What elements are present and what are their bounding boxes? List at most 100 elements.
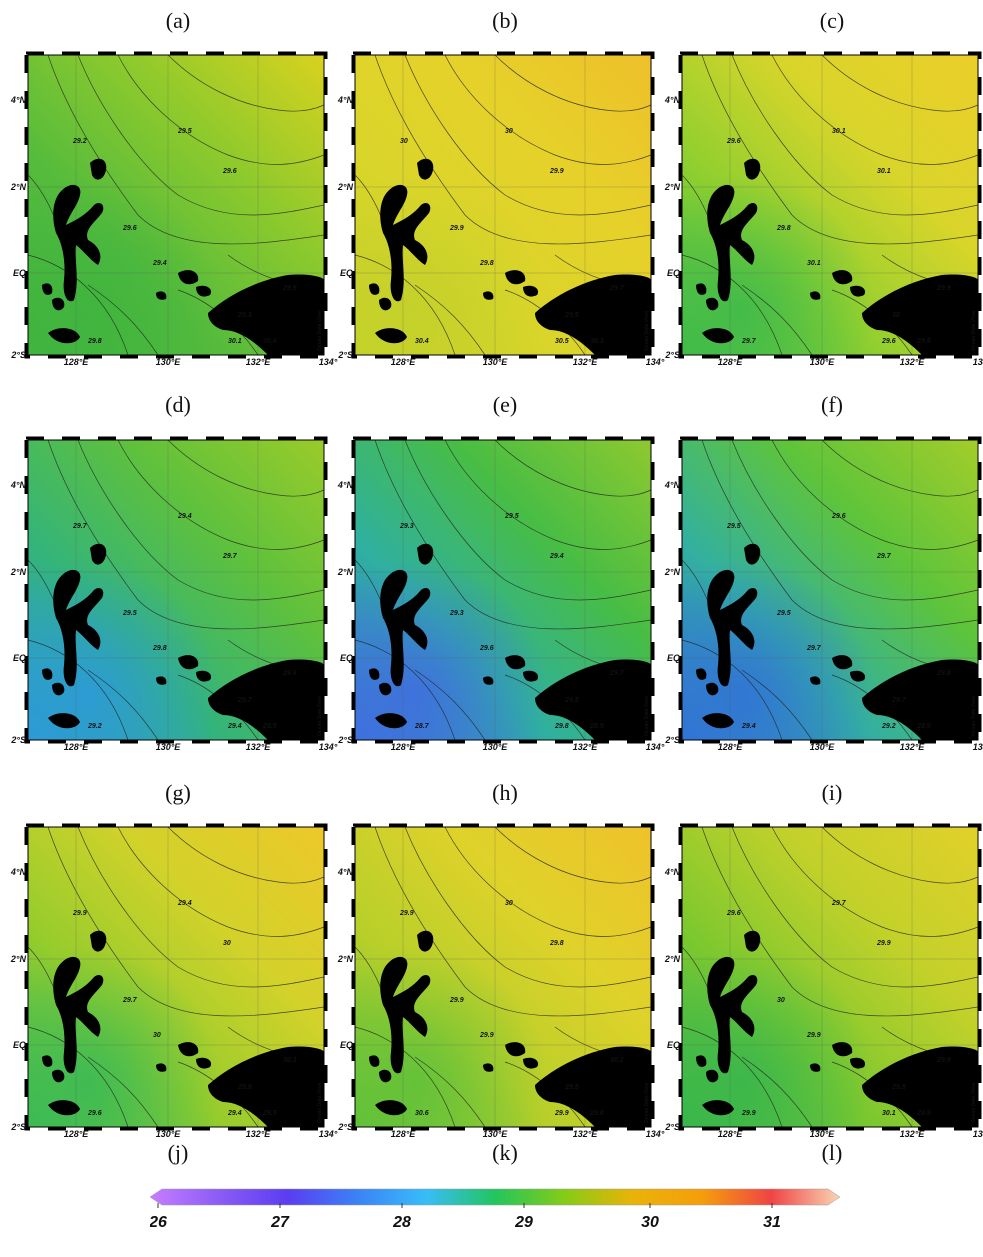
contour-label: 29.9 [916,1110,931,1117]
lat-tick-label: EQ [667,1040,680,1050]
contour-label: 30.6 [415,1110,429,1117]
contour-label: 29.7 [237,697,253,704]
lon-tick-label: 130°E [156,357,182,367]
lon-tick-label: 132°E [573,1129,599,1139]
lon-tick-label: 134° [319,742,338,752]
colorbar-tick-label: 26 [150,1214,167,1231]
lat-tick-label: 2°N [337,182,354,192]
contour-label: 29.7 [741,338,757,345]
lat-tick-label: 2°S [337,735,353,745]
colorbar-tick-label: 30 [641,1214,659,1231]
contour-label: 29.9 [741,1110,756,1117]
lat-tick-label: 2°S [664,735,680,745]
panel-label: (d) [165,392,191,417]
lat-tick-label: EQ [13,653,26,663]
lon-tick-label: 128°E [64,1129,90,1139]
land-mask [369,543,651,740]
contour-label: 29.5 [177,128,192,135]
lat-tick-label: 4°N [10,867,27,877]
contour-lines [27,826,325,1128]
contour-label: 30 [153,1032,161,1039]
ocean-data-view-watermark: Ocean Data View [644,311,650,351]
contour-label: 29.3 [449,610,464,617]
lat-tick-label: 2°S [664,1122,680,1132]
contour-label: 29.6 [122,225,137,232]
lon-tick-label: 130°E [810,1129,836,1139]
lat-tick-label: EQ [340,268,353,278]
contour-label: 29.9 [479,1032,494,1039]
contour-label: 30.1 [228,338,242,345]
contour-label: 29.9 [936,1057,951,1064]
panel-label: (b) [492,8,518,33]
lat-tick-label: EQ [340,1040,353,1050]
panel-label: (i) [821,780,843,805]
land-mask [42,158,324,355]
lon-tick-label: 130°E [810,742,836,752]
contour-label: 29.7 [891,697,907,704]
sst-map-g: 29.9 29.4 30 30 30.1 29.8 29.7 29.6 29.4 29.5 4°N 2… [10,823,338,1139]
lon-tick-label: 128°E [64,742,90,752]
contour-label: 29.9 [806,1032,821,1039]
contour-label: 30 [892,312,900,319]
lon-tick-label: 134° [646,1129,665,1139]
sst-map-i: 29.6 29.7 29.9 29.9 29.9 29.8 30 29.9 30.1 29.9 4°… [664,823,983,1139]
contour-label: 29.6 [831,513,846,520]
lat-tick-label: 4°N [10,95,27,105]
lon-tick-label: 130°E [483,357,509,367]
lon-tick-label: 134° [973,742,983,752]
contour-label: 29.2 [87,723,102,730]
contour-label: 29.6 [479,645,494,652]
colorbar: 26 27 28 29 30 31 [148,1185,841,1245]
lat-tick-label: 2°N [337,954,354,964]
contour-label: 29.5 [776,610,791,617]
lat-tick-label: 4°N [10,480,27,490]
lat-tick-label: 2°S [10,1122,26,1132]
panel-label: (j) [167,1140,189,1165]
lat-tick-label: 2°S [337,350,353,360]
contour-label: 29.8 [589,1110,604,1117]
ocean-data-view-watermark: Ocean Data View [644,696,650,736]
lon-tick-label: 132°E [573,742,599,752]
contour-label: 29.6 [87,1110,102,1117]
colorbar-tick-label: 31 [763,1214,781,1231]
contour-label: 30.3 [590,338,604,345]
lon-tick-label: 128°E [718,1129,744,1139]
contour-label: 29.9 [936,285,951,292]
lat-tick-label: 2°N [10,954,27,964]
contour-label: 29.6 [222,168,237,175]
lon-tick-label: 134° [973,357,983,367]
contour-label: 29.5 [504,513,519,520]
ocean-data-view-watermark: Ocean Data View [644,1083,650,1123]
sst-map-c: 29.6 30.1 30.1 30.1 29.9 30 29.8 29.7 29.6 29.5 4°… [664,51,983,367]
contour-label: 28.9 [589,723,604,730]
contour-label: 29.9 [72,910,87,917]
ocean-data-view-watermark: Ocean Data View [971,696,977,736]
contour-label: 29.8 [152,645,167,652]
contour-label: 29.8 [936,670,951,677]
lon-tick-label: 130°E [483,742,509,752]
lon-tick-label: 128°E [718,742,744,752]
ocean-data-view-watermark: Ocean Data View [317,696,323,736]
contour-label: 29.9 [549,168,564,175]
contour-label: 29.3 [399,523,414,530]
contour-label: 29.5 [262,1110,277,1117]
contour-label: 28.7 [414,723,430,730]
contour-label: 29.8 [87,338,102,345]
contour-label: 30.1 [882,1110,896,1117]
lat-tick-label: 2°S [10,735,26,745]
contour-label: 30 [505,128,513,135]
contour-label: 29.4 [227,1110,242,1117]
contour-label: 30.5 [555,338,569,345]
lon-tick-label: 134° [646,357,665,367]
map-frame [24,51,328,359]
lat-tick-label: 2°N [10,182,27,192]
lon-tick-label: 132°E [900,357,926,367]
panel-label: (c) [819,8,845,33]
contour-label: 29.4 [549,553,564,560]
lon-tick-label: 132°E [246,357,272,367]
lon-tick-label: 130°E [156,742,182,752]
land-mask [696,930,978,1127]
lon-tick-label: 128°E [391,357,417,367]
sst-map-f: 29.5 29.6 29.7 29.7 29.8 29.7 29.5 29.4 29.2 28.9… [664,436,983,752]
contour-label: 29.6 [881,338,896,345]
